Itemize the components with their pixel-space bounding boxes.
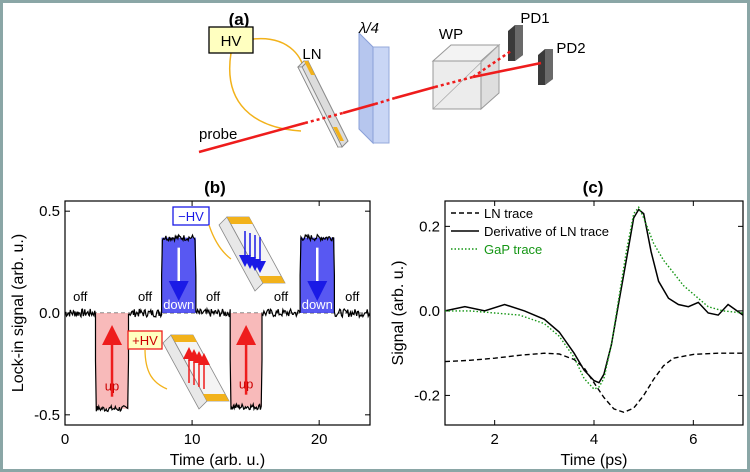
minus-hv-crystal [218,216,286,292]
minus-hv-inset: −HV [172,206,232,260]
minus-hv-label: −HV [178,209,204,224]
hv-box [208,26,254,54]
probe-beam-pre-wp [394,85,436,100]
series-line-1 [444,352,743,414]
y-tick-label: -0.2 [414,387,440,404]
series-line-3 [445,205,744,390]
ln-electrode-top [304,61,315,75]
off-label: off [274,289,289,304]
ln-crystal-face [301,60,349,148]
down-label: down [302,297,333,312]
probe-beam-wp [434,75,474,89]
y-tick-label: 0.0 [419,303,440,320]
probe-beam-pd2 [472,61,542,79]
hv-wire-top [252,38,304,68]
series-line-2 [444,208,744,384]
hv-label: HV [221,33,242,50]
legend-label: LN trace [484,206,533,221]
waveplate-side [358,31,374,145]
off-label: off [345,289,360,304]
pd1-label: PD1 [520,10,549,27]
panel-c-label: (c) [583,178,604,197]
minus-hv-box [172,206,210,226]
pd1-face [515,25,523,61]
panel-c-chart: 2 4 6 -0.2 0.0 0.2 Time (ps) Signal (arb. u.) LN… [390,200,744,469]
probe-beam-crystal [304,111,344,125]
y-axis-label: Lock-in signal (arb. u.) [10,234,27,392]
off-label: off [73,289,88,304]
probe-label: probe [199,126,237,143]
y-axis-label: Signal (arb. u.) [390,261,407,366]
up-label: up [239,377,253,392]
inset-electrode-top [171,335,197,342]
panel-b-chart: 0 10 20 -0.5 0.0 0.5 Time (arb. u.) Lock-in sig… [10,200,371,469]
x-axis-label: Time (ps) [561,452,628,469]
hv-wire-bottom [229,52,302,132]
ln-crystal-front [297,66,343,148]
x-tick-label: 20 [311,431,328,448]
x-tick-label: 2 [490,431,498,448]
legend-label: Derivative of LN trace [484,224,609,239]
y-tick-label: 0.2 [419,218,440,235]
down-label: down [163,297,194,312]
x-tick-label: 0 [61,431,69,448]
quarter-wave-label: λ/4 [358,20,379,37]
panel-b-label: (b) [204,178,226,197]
x-axis-label: Time (arb. u.) [170,452,265,469]
up-label: up [105,379,119,394]
plus-hv-crystal [162,334,230,410]
wp-cube-diagonal [432,44,500,110]
pd2-label: PD2 [556,40,585,57]
inset-electrode-bottom [259,276,285,283]
probe-beam-pd1 [472,49,512,79]
plus-hv-label: +HV [132,333,158,348]
y-tick-label: 0.0 [39,305,60,322]
ln-electrode-bottom [333,127,344,141]
plus-hv-inset: +HV [127,330,168,390]
off-label: off [206,289,221,304]
plus-hv-wire [144,348,168,390]
off-label: off [138,289,153,304]
inset-electrode-top [227,217,253,224]
y-tick-label: -0.5 [34,407,60,424]
legend-label: GaP trace [484,242,542,257]
pd2-face [545,49,553,85]
minus-hv-wire [208,224,232,260]
panel-a-diagram: (a) HV LN λ/4 WP PD1 PD2 [198,10,586,154]
y-tick-label: 0.5 [39,203,60,220]
inset-electrode-bottom [203,394,229,401]
panel-a-label: (a) [229,10,250,29]
x-tick-label: 6 [689,431,697,448]
probe-beam-mid [342,102,376,115]
x-tick-label: 10 [184,431,201,448]
probe-beam-in [198,121,306,154]
ln-label: LN [302,46,321,63]
x-tick-label: 4 [590,431,598,448]
figure-canvas: (a) HV LN λ/4 WP PD1 PD2 [10,10,744,469]
lock-in-trace [64,233,371,413]
wp-label: WP [439,26,463,43]
waveplate-face [372,46,390,144]
